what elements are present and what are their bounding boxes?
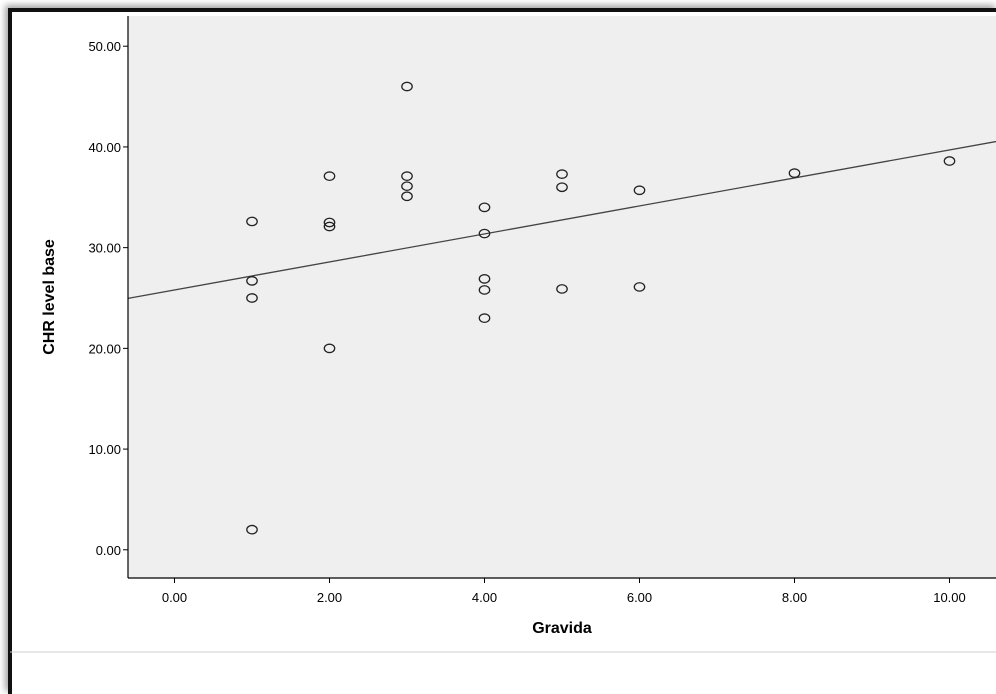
data-point-9 xyxy=(401,171,413,181)
data-point-16 xyxy=(478,313,491,324)
data-point-6 xyxy=(323,221,336,232)
x-tick-label-1: 2.00 xyxy=(317,590,342,605)
x-tick-label-2: 4.00 xyxy=(472,590,497,605)
data-point-1 xyxy=(246,276,258,286)
data-point-0 xyxy=(246,216,258,227)
data-point-7 xyxy=(323,343,336,354)
data-point-20 xyxy=(633,185,646,196)
x-tick-label-4: 8.00 xyxy=(782,590,807,605)
data-point-17 xyxy=(556,169,568,179)
data-point-12 xyxy=(478,202,491,213)
data-point-4 xyxy=(323,171,336,181)
data-point-15 xyxy=(478,285,491,295)
fit-line-group xyxy=(127,140,996,299)
data-point-11 xyxy=(401,191,413,202)
data-point-3 xyxy=(246,524,258,535)
y-tick-label-2: 20.00 xyxy=(88,341,121,356)
x-tick-label-3: 6.00 xyxy=(627,590,652,605)
data-point-13 xyxy=(478,228,491,239)
y-axis-ticks: 0.00 10.00 20.00 30.00 40.00 50.00 xyxy=(88,39,128,558)
fit-line xyxy=(127,140,996,299)
y-tick-label-4: 40.00 xyxy=(88,140,121,155)
x-axis-title: Gravida xyxy=(532,620,592,637)
y-axis-title: CHR level base xyxy=(41,239,58,355)
x-tick-label-0: 0.00 xyxy=(162,590,187,605)
y-tick-label-5: 50.00 xyxy=(88,39,121,54)
data-points xyxy=(246,81,956,535)
y-tick-label-0: 0.00 xyxy=(96,543,121,558)
plot-area xyxy=(128,16,996,578)
data-point-10 xyxy=(401,181,413,192)
y-tick-label-1: 10.00 xyxy=(88,442,121,457)
data-point-18 xyxy=(556,182,568,193)
data-point-21 xyxy=(633,282,646,292)
data-point-19 xyxy=(556,284,568,294)
x-axis-ticks: 0.00 2.00 4.00 6.00 8.00 10.00 xyxy=(162,578,966,605)
x-tick-label-5: 10.00 xyxy=(933,590,966,605)
data-point-22 xyxy=(788,168,801,178)
data-point-8 xyxy=(401,81,413,92)
data-point-2 xyxy=(246,293,258,303)
y-tick-label-3: 30.00 xyxy=(88,241,121,256)
data-point-23 xyxy=(943,156,956,166)
data-point-5 xyxy=(323,217,336,228)
data-point-14 xyxy=(478,274,491,284)
